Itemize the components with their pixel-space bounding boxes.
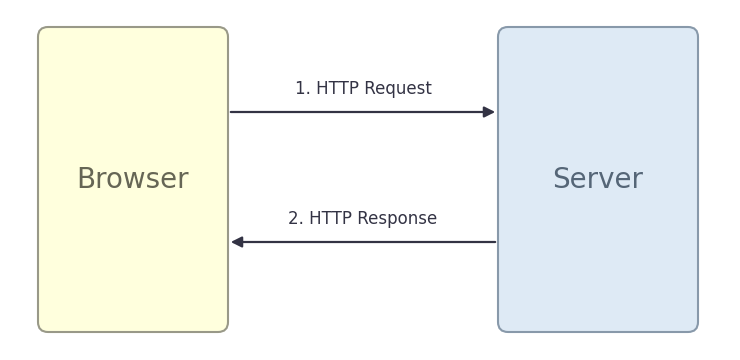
FancyBboxPatch shape: [498, 27, 698, 332]
Text: Server: Server: [553, 166, 644, 194]
Text: 1. HTTP Request: 1. HTTP Request: [295, 80, 431, 98]
Text: 2. HTTP Response: 2. HTTP Response: [289, 210, 437, 228]
FancyBboxPatch shape: [38, 27, 228, 332]
Text: Browser: Browser: [77, 166, 189, 194]
